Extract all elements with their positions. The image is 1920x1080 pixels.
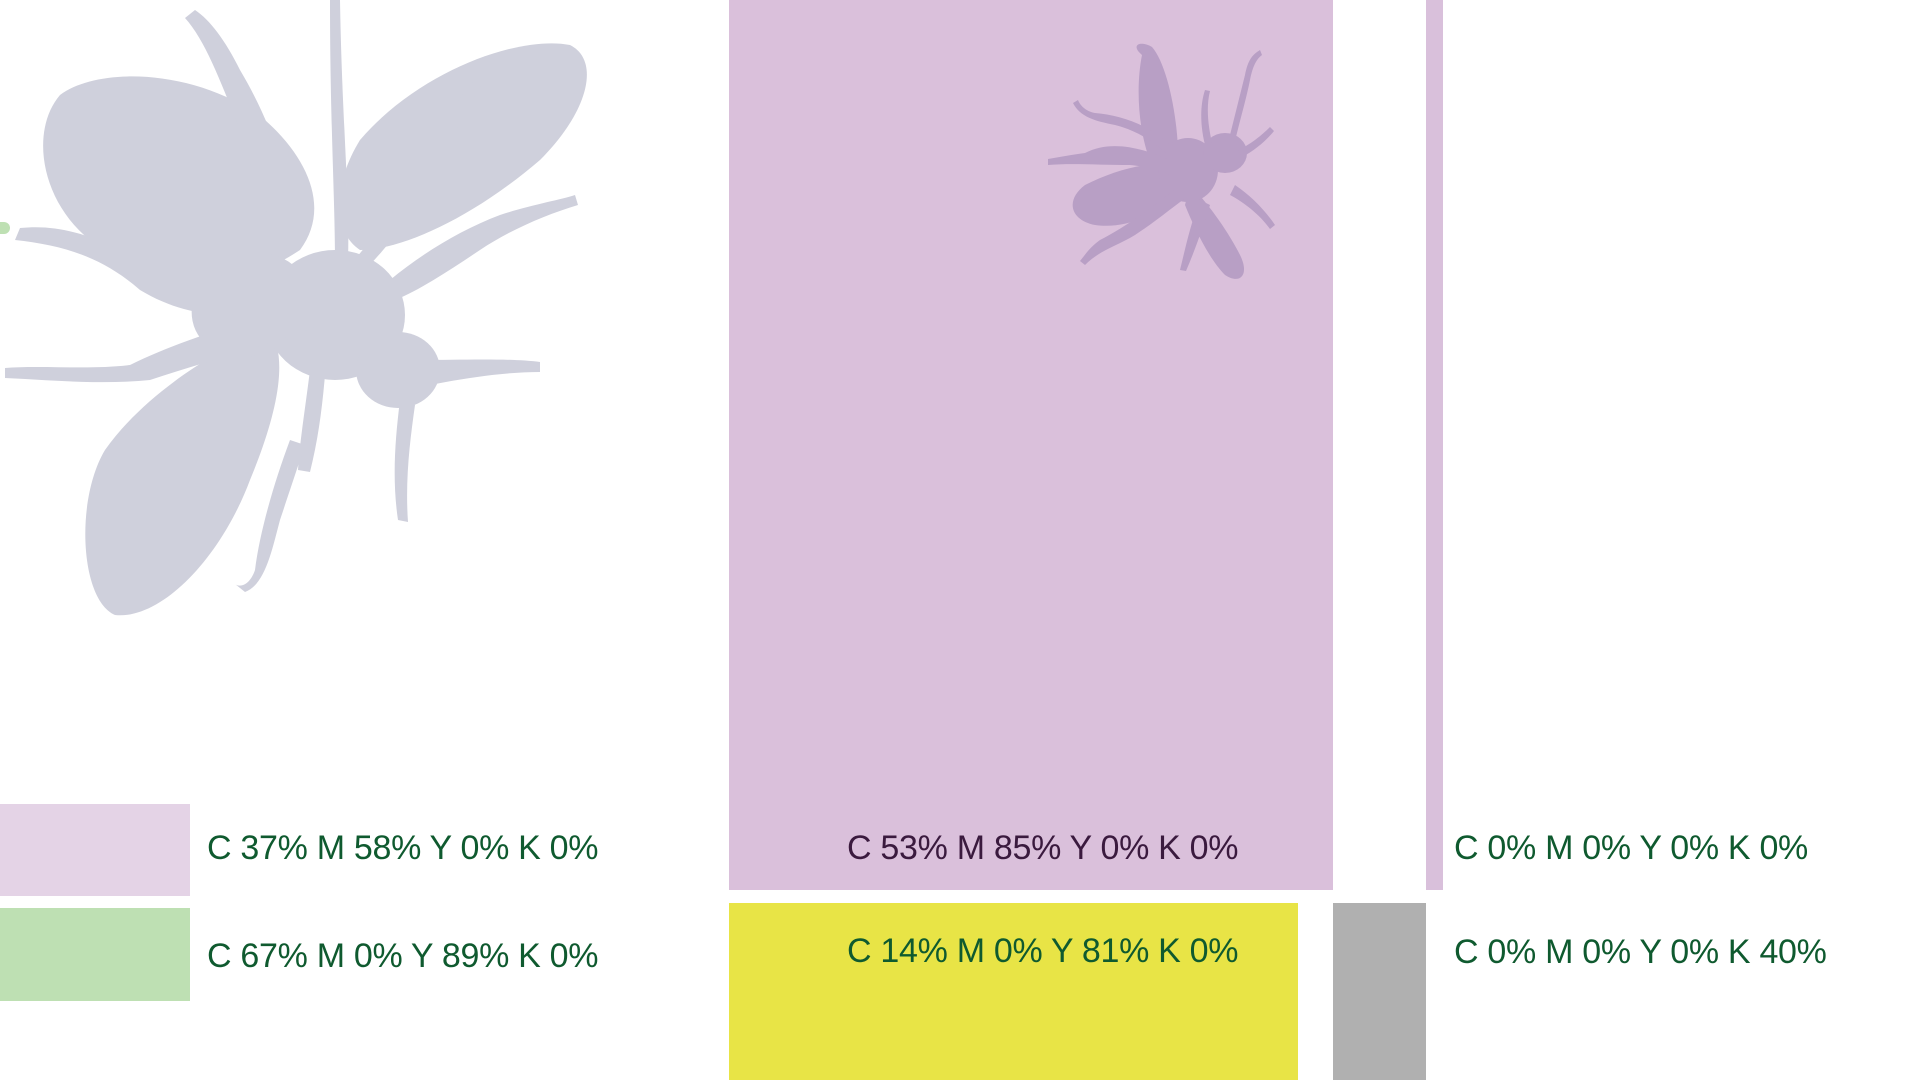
swatch-label-white: C 0% M 0% Y 0% K 0%	[1454, 829, 1808, 867]
swatch-label-panel-lilac: C 53% M 85% Y 0% K 0%	[847, 829, 1239, 867]
green-sliver	[0, 222, 10, 234]
small-bee-icon	[1048, 43, 1275, 279]
large-bee-icon	[5, 0, 587, 616]
swatch-lilac-light	[0, 804, 190, 896]
swatch-gray	[1333, 903, 1426, 1080]
swatch-label-gray: C 0% M 0% Y 0% K 40%	[1454, 933, 1827, 971]
swatch-yellow	[729, 903, 1298, 1080]
swatch-label-yellow: C 14% M 0% Y 81% K 0%	[847, 932, 1239, 970]
swatch-thin-lilac-bar	[1426, 0, 1443, 890]
swatch-label-lilac-light: C 37% M 58% Y 0% K 0%	[207, 829, 599, 867]
swatch-green	[0, 908, 190, 1001]
swatch-label-green: C 67% M 0% Y 89% K 0%	[207, 937, 599, 975]
